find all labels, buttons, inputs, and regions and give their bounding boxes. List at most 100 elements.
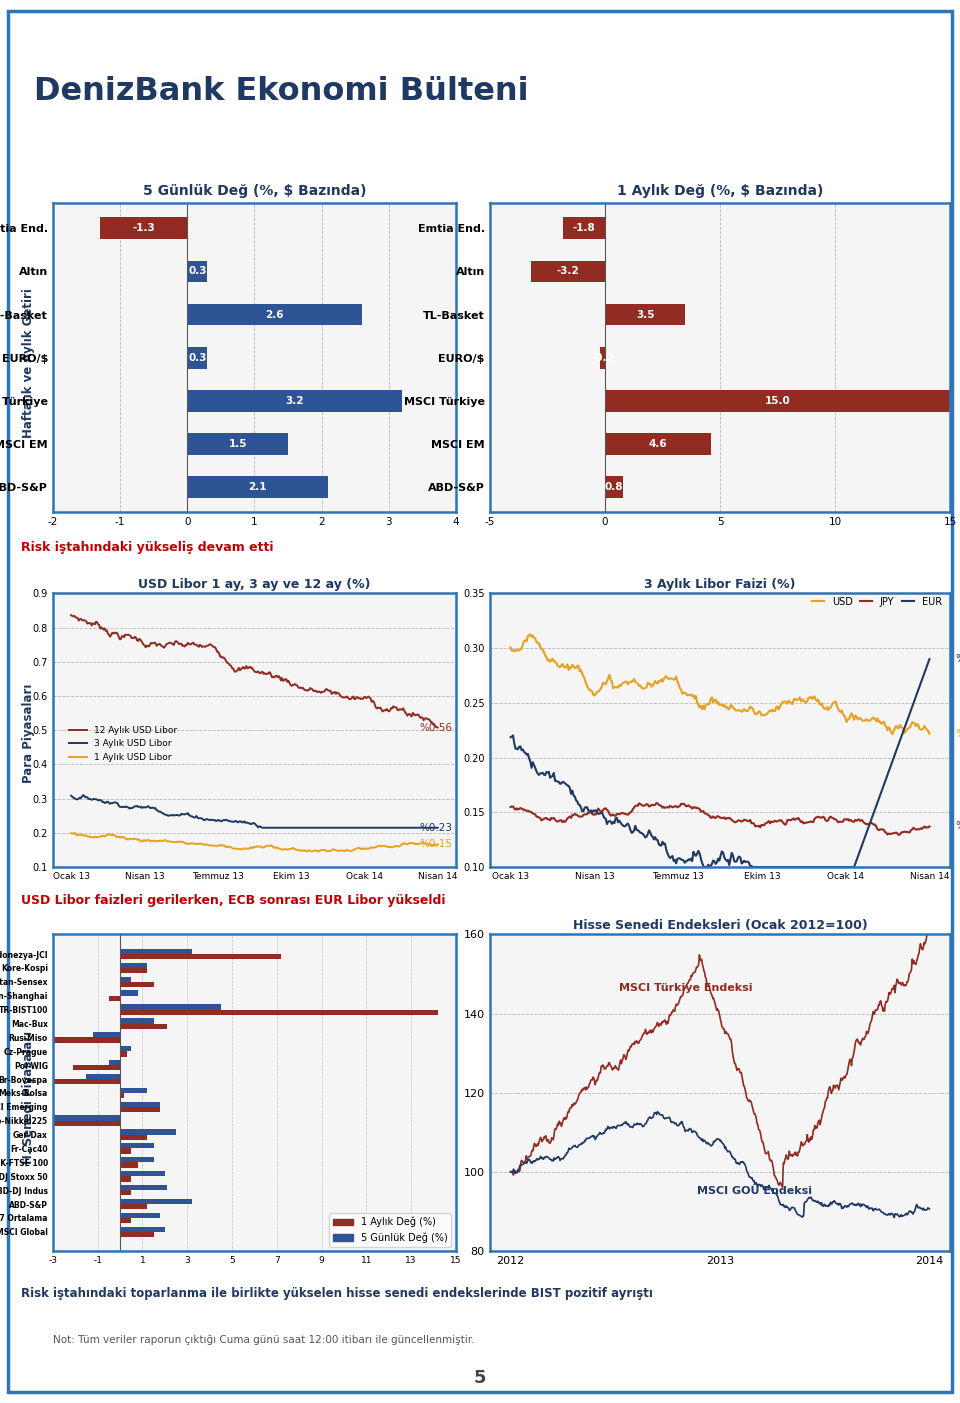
Bar	[120, 1212, 160, 1218]
Bar	[120, 1176, 132, 1181]
Text: 0.3: 0.3	[188, 267, 206, 276]
JPY	[841, 811, 852, 828]
Bar	[120, 948, 192, 954]
JPY	[871, 818, 882, 835]
JPY	[651, 794, 662, 811]
Bar	[120, 962, 147, 968]
USD	[887, 725, 899, 742]
Bar	[120, 1190, 132, 1195]
Bar	[120, 1093, 125, 1099]
Text: %0.29: %0.29	[955, 654, 960, 664]
USD	[566, 657, 578, 673]
Bar	[41, 1115, 120, 1121]
JPY	[759, 815, 771, 832]
Title: USD Libor 1 ay, 3 ay ve 12 ay (%): USD Libor 1 ay, 3 ay ve 12 ay (%)	[138, 578, 371, 591]
Bar	[605, 477, 623, 498]
Bar	[86, 1073, 120, 1079]
Text: Risk iştahındaki toparlanma ile birlikte yükselen hisse senedi endekslerinde BIS: Risk iştahındaki toparlanma ile birlikte…	[21, 1287, 653, 1301]
Text: 15.0: 15.0	[765, 396, 790, 405]
Bar	[120, 1232, 154, 1237]
Bar	[605, 434, 710, 455]
Text: -1.8: -1.8	[573, 223, 595, 233]
Bar	[120, 1129, 176, 1135]
Title: 5 Günlük Değ (%, $ Bazında): 5 Günlük Değ (%, $ Bazında)	[143, 184, 366, 198]
EUR	[759, 859, 771, 875]
USD	[505, 638, 516, 655]
Bar	[108, 1059, 120, 1065]
Title: 3 Aylık Libor Faizi (%): 3 Aylık Libor Faizi (%)	[644, 578, 796, 591]
Bar	[120, 1047, 132, 1051]
USD	[759, 706, 771, 723]
JPY	[924, 818, 935, 835]
Bar	[120, 982, 154, 988]
EUR	[505, 728, 516, 745]
Bar	[120, 968, 147, 974]
Bar	[93, 1033, 120, 1037]
Text: MSCI Türkiye Endeksi: MSCI Türkiye Endeksi	[618, 984, 752, 993]
Bar	[605, 390, 950, 411]
Bar	[605, 304, 685, 325]
Bar	[19, 1037, 120, 1042]
Text: Para Piyasaları: Para Piyasaları	[22, 685, 36, 783]
Bar	[120, 1101, 160, 1107]
Bar	[187, 390, 402, 411]
Bar	[187, 261, 207, 282]
Bar	[120, 1226, 165, 1232]
JPY	[893, 826, 904, 843]
Text: 07 Nisan 2014: 07 Nisan 2014	[773, 24, 917, 41]
Text: 3.5: 3.5	[636, 310, 655, 320]
Title: Hisse Senedi Endeksleri (Ocak 2012=100): Hisse Senedi Endeksleri (Ocak 2012=100)	[572, 919, 868, 932]
EUR	[699, 859, 710, 875]
EUR	[871, 797, 882, 814]
Text: -1.3: -1.3	[132, 223, 155, 233]
Bar	[120, 1051, 127, 1056]
Bar	[187, 477, 328, 498]
Bar	[120, 1198, 192, 1204]
Bar	[120, 976, 132, 982]
Bar	[120, 1107, 160, 1113]
Text: 5: 5	[473, 1369, 487, 1386]
Text: %0.15: %0.15	[419, 839, 452, 849]
Bar	[120, 1186, 167, 1190]
Bar	[41, 1079, 120, 1085]
Text: %0.56: %0.56	[419, 723, 452, 732]
Bar	[120, 1157, 154, 1162]
Text: USD Libor faizleri gerilerken, ECB sonrası EUR Libor yükseldi: USD Libor faizleri gerilerken, ECB sonra…	[21, 894, 445, 908]
Bar	[187, 434, 288, 455]
Text: 4.6: 4.6	[648, 439, 667, 449]
USD	[582, 678, 593, 694]
Bar	[120, 1024, 167, 1028]
Text: 0.8: 0.8	[605, 483, 623, 492]
Bar	[73, 1065, 120, 1070]
Bar	[120, 1204, 147, 1209]
Bar	[0, 1121, 120, 1127]
Text: -3.2: -3.2	[557, 267, 579, 276]
Legend: 1 Aylık Değ (%), 5 Günlük Değ (%): 1 Aylık Değ (%), 5 Günlük Değ (%)	[329, 1214, 451, 1247]
Text: 2.6: 2.6	[265, 310, 284, 320]
Bar	[120, 1218, 132, 1223]
Bar	[187, 304, 362, 325]
Text: %0.23: %0.23	[955, 728, 960, 739]
Text: %0.23: %0.23	[419, 822, 452, 833]
USD	[524, 626, 536, 643]
Legend: USD, JPY, EUR: USD, JPY, EUR	[808, 593, 946, 610]
EUR	[850, 856, 861, 873]
Bar	[120, 1149, 132, 1153]
USD	[850, 707, 861, 724]
Bar	[120, 1087, 147, 1093]
JPY	[580, 805, 591, 822]
Bar	[120, 954, 281, 960]
Bar	[564, 217, 605, 239]
Text: H. Senedi Piyasaları: H. Senedi Piyasaları	[22, 1031, 36, 1164]
EUR	[565, 786, 577, 803]
Bar	[108, 996, 120, 1000]
Bar	[100, 217, 187, 239]
Bar	[120, 1162, 138, 1167]
Legend: 12 Aylık USD Libor, 3 Aylık USD Libor, 1 Aylık USD Libor: 12 Aylık USD Libor, 3 Aylık USD Libor, 1…	[65, 723, 181, 766]
Text: 2.1: 2.1	[249, 483, 267, 492]
Text: -0.2: -0.2	[591, 352, 613, 363]
Bar	[600, 347, 605, 369]
JPY	[505, 798, 516, 815]
Bar	[120, 1172, 165, 1176]
Text: 1.5: 1.5	[228, 439, 247, 449]
